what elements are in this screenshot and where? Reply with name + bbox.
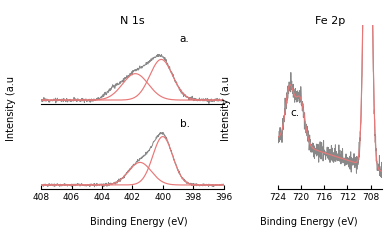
Title: N 1s: N 1s — [120, 16, 145, 26]
Text: a.: a. — [180, 34, 189, 44]
Text: Binding Energy (eV): Binding Energy (eV) — [260, 216, 358, 226]
Text: Intensity (a.u: Intensity (a.u — [221, 75, 232, 140]
Text: b.: b. — [180, 118, 190, 128]
Text: Binding Energy (eV): Binding Energy (eV) — [90, 216, 188, 226]
Title: Fe 2p: Fe 2p — [315, 16, 345, 26]
Text: c.: c. — [290, 108, 299, 118]
Text: Intensity (a.u: Intensity (a.u — [6, 75, 16, 140]
